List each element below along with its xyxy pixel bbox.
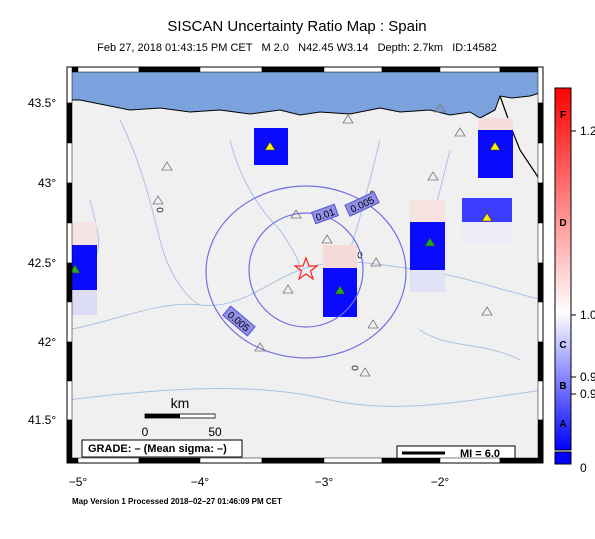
frame-segment — [381, 457, 441, 464]
frame-segment — [66, 182, 73, 224]
grade-letter: B — [559, 381, 566, 392]
frame-segment — [199, 457, 263, 464]
land — [67, 67, 543, 463]
frame-segment — [138, 66, 201, 73]
sea — [67, 67, 543, 119]
frame-segment — [66, 142, 73, 184]
frame-segment — [537, 142, 544, 184]
colorbar-label: 0 — [580, 461, 587, 475]
frame-segment — [66, 102, 73, 144]
frame-segment — [199, 66, 263, 73]
stations — [152, 103, 493, 377]
frame-segment — [66, 66, 73, 104]
frame-segment — [66, 66, 544, 464]
title: SISCAN Uncertainty Ratio Map : Spain — [167, 18, 426, 35]
frame-segment — [537, 301, 544, 343]
grade: GRADE: – (Mean sigma: –) — [88, 443, 227, 455]
grade-letter: F — [560, 110, 566, 121]
lat-label: 41.5° — [28, 413, 56, 427]
lat-label: 42.5° — [28, 256, 56, 270]
frame-segment — [261, 66, 325, 73]
frame-segment — [499, 66, 544, 73]
map-area: 0.01 0.005 0.005 km 0 50 GRADE: – (Mean … — [67, 67, 543, 463]
scale-unit: km — [171, 395, 190, 411]
frame-segment — [323, 66, 383, 73]
lon-label: −3° — [315, 475, 334, 489]
frame-segment — [439, 457, 501, 464]
grade-letter: C — [559, 340, 566, 351]
colorbar-min — [554, 451, 572, 465]
scale-end: 50 — [208, 425, 222, 439]
frame-segment — [66, 380, 73, 421]
scale-start: 0 — [142, 425, 149, 439]
frame-segment — [66, 222, 73, 264]
frame-segment — [66, 301, 73, 343]
frame-segment — [381, 66, 441, 73]
frame-segment — [537, 182, 544, 224]
grade-letter: A — [559, 419, 566, 430]
frame-segment — [499, 457, 544, 464]
colorbar-label: 0.9 — [580, 387, 595, 401]
frame-segment — [323, 457, 383, 464]
frame-segment — [537, 380, 544, 421]
epicenter — [293, 256, 319, 281]
frame — [66, 66, 544, 464]
active-stations — [69, 141, 501, 295]
magnitude-legend: MI = 6.0 — [460, 448, 500, 460]
frame-segment — [77, 457, 140, 464]
lon-label: −4° — [191, 475, 210, 489]
frame-segment — [537, 66, 544, 104]
frame-segment — [261, 457, 325, 464]
station-cells — [70, 118, 513, 317]
subtitle: Feb 27, 2018 01:43:15 PM CET M 2.0 N42.4… — [97, 42, 497, 54]
lat-label: 42° — [38, 335, 56, 349]
colorbar-label: 0.9 — [580, 370, 595, 384]
frame-segment — [537, 341, 544, 382]
colorbar-label: 1.0 — [580, 308, 595, 322]
frame-segment — [66, 419, 73, 464]
scale-bar: km 0 50 — [142, 395, 222, 439]
frame-segment — [537, 222, 544, 264]
grade-letter: D — [559, 218, 566, 229]
footer: Map Version 1 Processed 2018–02–27 01:46… — [72, 497, 282, 506]
contours — [205, 185, 407, 359]
frame-segment — [138, 457, 201, 464]
frame-segment — [66, 341, 73, 382]
lon-label: −2° — [431, 475, 450, 489]
lon-label: −5° — [69, 475, 88, 489]
lon-labels: −5° −4° −3° −2° — [69, 475, 450, 489]
frame-segment — [537, 419, 544, 464]
frame-segment — [77, 66, 140, 73]
lat-label: 43° — [38, 176, 56, 190]
frame-segment — [537, 102, 544, 144]
colorbar-gradient — [554, 87, 572, 451]
frame-segment — [537, 262, 544, 303]
border-line — [499, 95, 541, 181]
colorbar-label: 1.2 — [580, 124, 595, 138]
frame-segment — [439, 66, 501, 73]
colorbar: F D C B A 1.2 1.0 0.9 0.9 0 — [554, 87, 595, 475]
lat-labels: 43.5° 43° 42.5° 42° 41.5° — [28, 96, 56, 427]
grade-box — [81, 439, 243, 458]
lat-label: 43.5° — [28, 96, 56, 110]
frame-segment — [66, 262, 73, 303]
